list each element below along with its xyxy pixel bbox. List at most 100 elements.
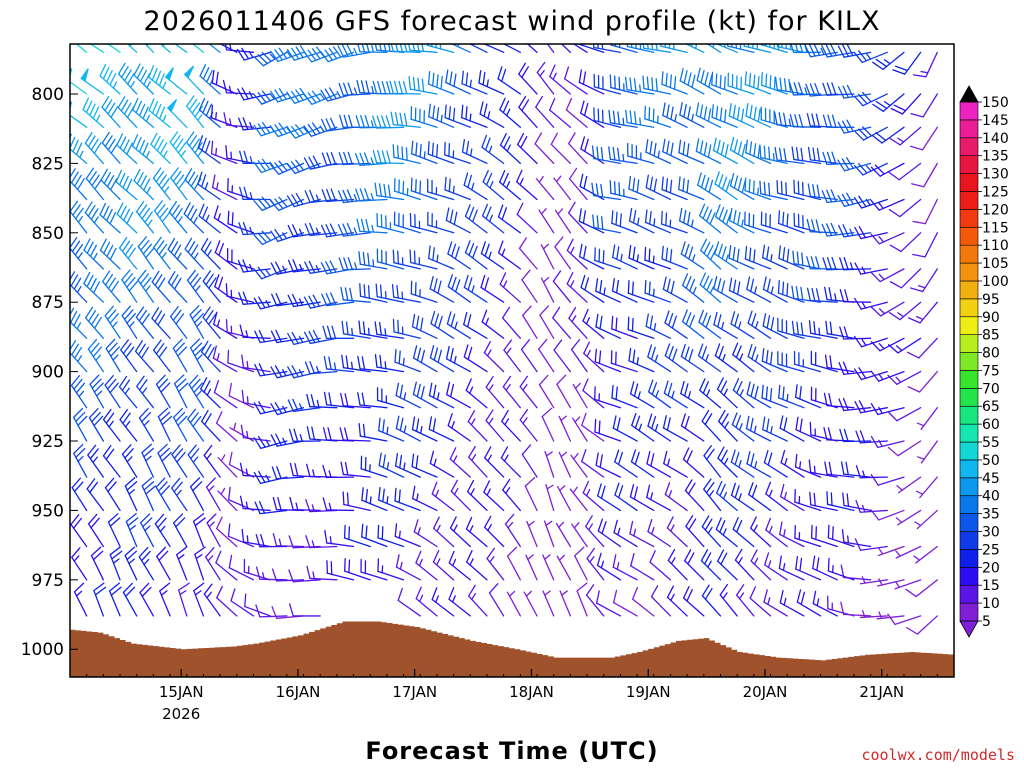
wind-barb — [859, 576, 888, 585]
wind-barb — [449, 516, 471, 548]
wind-barb — [197, 171, 221, 201]
wind-barb — [303, 90, 338, 105]
colorbar-bin — [959, 459, 979, 479]
wind-barb — [824, 354, 855, 373]
wind-barb — [70, 51, 71, 53]
wind-barb — [727, 72, 755, 95]
wind-barb — [631, 412, 655, 442]
wind-barb — [539, 305, 555, 339]
wind-barb — [910, 93, 938, 118]
wind-barb — [680, 380, 705, 409]
wind-barb — [916, 407, 938, 430]
wind-barb — [810, 524, 838, 548]
wind-barb — [837, 224, 872, 238]
wind-barb — [99, 238, 121, 270]
wind-barb — [116, 133, 138, 165]
wind-barb — [210, 140, 238, 165]
wind-barb — [83, 271, 105, 303]
wind-barb — [304, 361, 338, 375]
wind-barb — [483, 515, 505, 548]
wind-barb — [394, 348, 421, 373]
wind-barb — [211, 69, 238, 95]
wind-barb — [480, 274, 505, 303]
wind-barb — [479, 101, 505, 128]
wind-barb — [576, 582, 588, 617]
wind-barb — [504, 513, 521, 548]
wind-barb — [286, 124, 321, 139]
wind-barb — [761, 384, 788, 409]
wind-barb — [138, 408, 155, 442]
wind-barb — [337, 44, 371, 58]
wind-barb — [662, 138, 688, 165]
wind-barb — [685, 515, 705, 548]
wind-barb — [72, 407, 88, 442]
wind-barb — [239, 186, 271, 201]
wind-barb — [225, 283, 255, 303]
wind-barb — [157, 443, 172, 478]
wind-barb — [645, 139, 672, 165]
wind-barb — [837, 157, 872, 172]
wind-barb — [357, 355, 388, 373]
y-tick-label: 850 — [32, 224, 64, 244]
colorbar-tick-label: 90 — [982, 310, 1000, 326]
wind-barb — [415, 586, 438, 617]
wind-barb — [432, 549, 455, 581]
wind-barb — [910, 162, 938, 188]
wind-barb — [870, 232, 905, 245]
wind-barb — [253, 51, 288, 67]
wind-barb — [356, 79, 388, 95]
terrain-layer — [70, 621, 954, 677]
wind-barb — [714, 241, 738, 270]
wind-barb — [774, 147, 805, 165]
wind-barb — [746, 450, 772, 478]
wind-barb — [239, 495, 271, 512]
wind-barb — [321, 188, 355, 203]
wind-barb — [203, 583, 221, 617]
wind-barb — [726, 44, 755, 53]
wind-barb — [629, 484, 655, 512]
wind-barb — [870, 198, 905, 211]
wind-barb — [646, 484, 672, 512]
wind-barb — [101, 270, 121, 303]
wind-barb — [760, 211, 788, 234]
wind-barb — [554, 208, 572, 234]
wind-barb — [744, 177, 772, 201]
wind-barb — [715, 44, 738, 53]
wind-barb — [137, 236, 155, 270]
wind-barb — [522, 305, 538, 339]
colorbar-bin — [959, 173, 979, 192]
wind-barb — [592, 214, 622, 234]
wind-barb — [304, 222, 338, 237]
wind-barb — [211, 174, 238, 201]
colorbar-tick-label: 135 — [982, 149, 1009, 165]
wind-barb — [70, 200, 88, 234]
wind-barb — [449, 447, 471, 478]
wind-barb — [777, 317, 805, 339]
wind-barb — [644, 279, 672, 303]
wind-barb — [695, 138, 722, 165]
colorbar-bin — [959, 567, 979, 586]
wind-barb — [717, 446, 738, 478]
wind-barb — [75, 44, 88, 53]
wind-barb — [699, 272, 722, 303]
wind-barb — [614, 482, 638, 512]
wind-barb — [612, 244, 638, 270]
y-tick-label: 825 — [32, 154, 64, 174]
wind-barb — [270, 47, 305, 63]
wind-barb — [287, 259, 321, 273]
wind-barb — [392, 249, 421, 270]
wind-barb — [193, 582, 205, 617]
wind-barb — [429, 450, 455, 478]
wind-barb — [499, 97, 521, 128]
wind-barb — [288, 535, 321, 549]
wind-barb — [391, 284, 421, 303]
wind-barb — [202, 270, 221, 303]
wind-barb — [821, 222, 855, 237]
wind-barb — [910, 268, 938, 293]
wind-barb — [870, 337, 905, 352]
wind-barb — [133, 63, 155, 95]
wind-barb — [887, 613, 922, 626]
wind-barb — [445, 345, 471, 373]
wind-barb — [131, 134, 155, 165]
wind-barb — [807, 183, 838, 201]
